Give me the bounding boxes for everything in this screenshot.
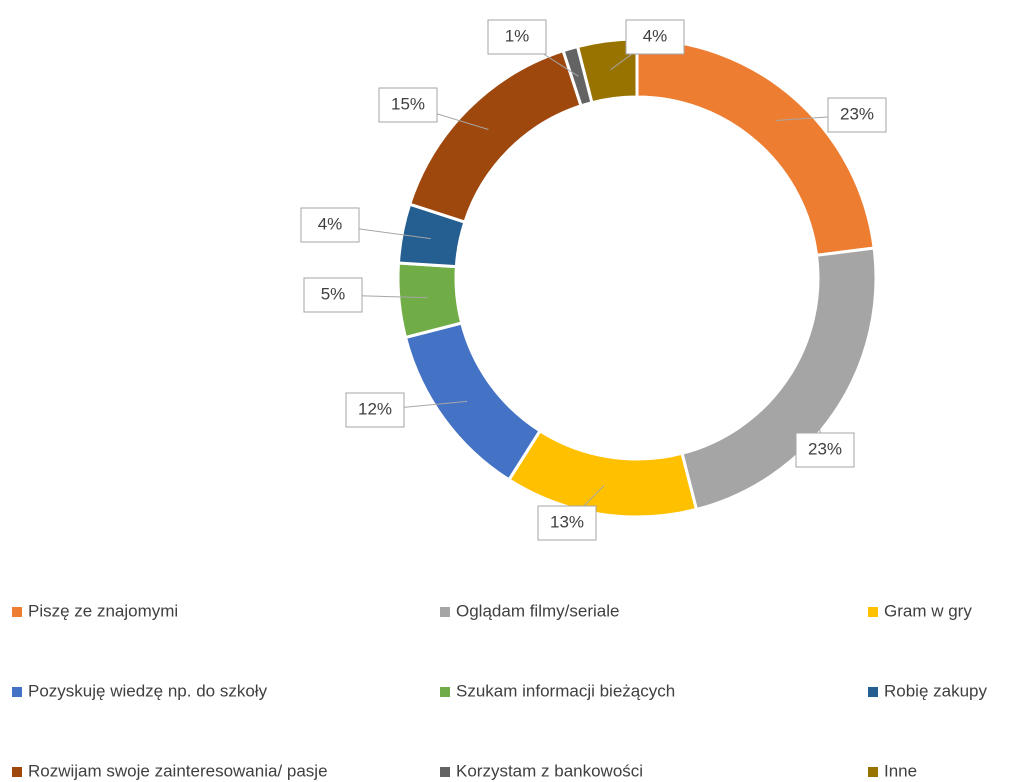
legend-swatch — [12, 687, 22, 697]
label-box — [827, 97, 887, 133]
label-box — [378, 87, 438, 123]
donut-segment — [407, 48, 583, 224]
label-box — [303, 277, 363, 313]
donut-segment — [403, 321, 543, 482]
data-label: 1% — [505, 26, 530, 45]
data-label: 4% — [318, 214, 343, 233]
label-box — [345, 392, 405, 428]
label-box — [300, 207, 360, 243]
donut-segment — [506, 428, 699, 519]
legend-label: Inne — [884, 761, 917, 780]
legend-label: Szukam informacji bieżących — [456, 681, 675, 700]
donut-segment — [396, 261, 464, 340]
legend-label: Gram w gry — [884, 601, 972, 620]
legend-label: Korzystam z bankowości — [456, 761, 643, 780]
legend-swatch — [12, 607, 22, 617]
label-box — [487, 19, 547, 55]
legend-swatch — [440, 607, 450, 617]
legend-swatch — [440, 687, 450, 697]
data-label: 15% — [391, 94, 425, 113]
legend-swatch — [440, 767, 450, 777]
label-box — [795, 432, 855, 468]
data-label: 12% — [358, 399, 392, 418]
legend-label: Pozyskuję wiedzę np. do szkoły — [28, 681, 268, 700]
data-label: 5% — [321, 284, 346, 303]
legend-swatch — [868, 687, 878, 697]
data-label: 13% — [550, 512, 584, 531]
legend-label: Piszę ze znajomymi — [28, 601, 178, 620]
label-box — [537, 505, 597, 541]
legend-swatch — [868, 767, 878, 777]
label-box — [625, 19, 685, 55]
donut-segment — [680, 246, 878, 512]
donut-segment — [575, 37, 639, 105]
legend-swatch — [868, 607, 878, 617]
legend-swatch — [12, 767, 22, 777]
legend-label: Rozwijam swoje zainteresowania/ pasje — [28, 761, 328, 780]
data-label: 4% — [643, 26, 668, 45]
data-label: 23% — [808, 439, 842, 458]
legend-label: Oglądam filmy/seriale — [456, 601, 619, 620]
donut-segment — [635, 37, 876, 257]
data-label: 23% — [840, 104, 874, 123]
legend-label: Robię zakupy — [884, 681, 988, 700]
